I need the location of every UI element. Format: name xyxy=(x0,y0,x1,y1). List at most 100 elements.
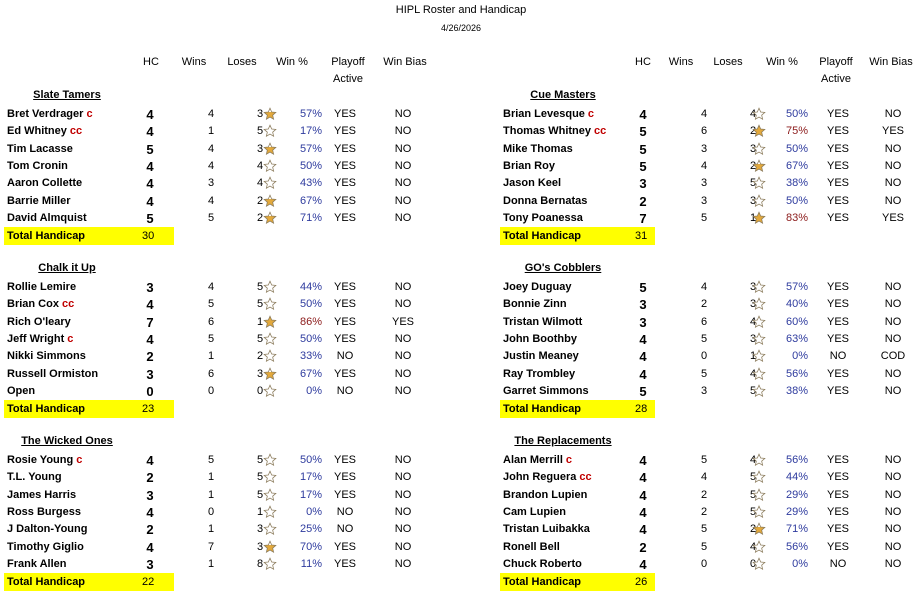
loses-value: 4 xyxy=(749,454,757,466)
handicap-value: 4 xyxy=(639,107,647,122)
handicap-value: 4 xyxy=(639,504,647,520)
player-name: Rollie Lemire xyxy=(7,281,77,293)
player-row: Nikki Simmons 2 1 2 33% NO NO xyxy=(0,348,922,365)
player-name-cell: Justin Meaney xyxy=(503,348,579,365)
handicap-value: 4 xyxy=(146,331,154,347)
handicap-value: 2 xyxy=(639,193,647,209)
handicap-value: 5 xyxy=(639,141,647,157)
captain-marker: c xyxy=(565,454,573,466)
win-pct-value: 75% xyxy=(785,125,808,138)
player-name: Cam Lupien xyxy=(503,505,566,518)
player-name-cell: Rollie Lemire xyxy=(7,279,76,296)
loses-value: 0 xyxy=(256,384,264,397)
handicap-value: 4 xyxy=(639,522,647,538)
playoff-active-value: YES xyxy=(826,159,849,172)
win-bias-value: NO xyxy=(884,281,902,293)
captain-marker: c xyxy=(76,454,83,466)
win-pct-value: 17% xyxy=(299,125,322,138)
player-name: Ray Trombley xyxy=(503,367,576,380)
handicap-value: 4 xyxy=(639,487,647,503)
player-name: Ross Burgess xyxy=(7,505,81,518)
playoff-active-value: YES xyxy=(826,108,849,120)
win-bias-value: NO xyxy=(394,194,412,207)
wins-value: 3 xyxy=(700,177,708,190)
player-name: Alan Merrill xyxy=(503,454,563,466)
handicap-value: 3 xyxy=(146,280,154,295)
player-row: Frank Allen 3 1 8 11% YES NO xyxy=(0,556,922,573)
win-bias-value: NO xyxy=(884,488,902,501)
handicap-value: 5 xyxy=(639,280,647,295)
captain-marker: cc xyxy=(579,471,592,484)
win-bias-value: NO xyxy=(884,159,902,172)
win-bias-value: NO xyxy=(394,350,412,363)
win-bias-value: NO xyxy=(884,505,902,518)
wins-value: 5 xyxy=(700,332,708,345)
header-loses: Loses xyxy=(227,56,257,68)
wins-value: 3 xyxy=(700,384,708,397)
win-bias-value: NO xyxy=(394,505,412,518)
star-icon xyxy=(263,487,277,501)
playoff-active-value: YES xyxy=(826,194,849,207)
win-pct-value: 71% xyxy=(785,523,808,536)
win-pct-value: 17% xyxy=(299,471,322,484)
player-row: Tim Lacasse 5 4 3 57% YES NO xyxy=(0,141,922,158)
playoff-active-value: YES xyxy=(333,557,356,570)
handicap-value: 4 xyxy=(639,366,647,382)
win-pct-value: 43% xyxy=(299,177,322,190)
playoff-active-value: YES xyxy=(826,177,849,190)
loses-value: 5 xyxy=(256,332,264,345)
star-icon xyxy=(752,280,766,294)
header-wins: Wins xyxy=(668,56,694,68)
playoff-active-value: YES xyxy=(826,523,849,536)
star-icon xyxy=(263,522,277,536)
win-bias-value: NO xyxy=(394,471,412,484)
wins-value: 6 xyxy=(700,125,708,138)
star-icon xyxy=(752,384,766,397)
player-name: Jason Keel xyxy=(503,177,562,190)
player-row: Jason Keel 3 3 5 38% YES NO xyxy=(0,175,922,192)
player-name-cell: Brian Cox cc xyxy=(7,296,74,313)
team-name: Cue Masters xyxy=(530,89,596,101)
player-row: Thomas Whitney cc 5 6 2 75% YES YES xyxy=(0,123,922,140)
header-win-pct: Win % xyxy=(766,56,798,68)
player-name: Garret Simmons xyxy=(503,384,589,397)
win-bias-value: NO xyxy=(394,384,412,397)
playoff-active-value: YES xyxy=(826,471,849,484)
player-name-cell: Aaron Collette xyxy=(7,175,82,192)
playoff-active-value: YES xyxy=(826,367,849,380)
win-bias-value: NO xyxy=(884,108,902,120)
win-pct-value: 57% xyxy=(299,142,322,155)
loses-value: 1 xyxy=(749,350,757,363)
star-icon xyxy=(752,487,766,501)
loses-value: 5 xyxy=(749,505,757,518)
wins-value: 5 xyxy=(207,332,215,345)
star-icon xyxy=(263,124,277,138)
header-win-bias: Win Bias xyxy=(383,56,427,68)
win-bias-value: NO xyxy=(884,142,902,155)
loses-value: 5 xyxy=(256,488,264,501)
win-pct-value: 50% xyxy=(299,298,322,311)
player-name: Tristan Wilmott xyxy=(503,315,583,328)
handicap-value: 4 xyxy=(639,556,647,572)
total-handicap-value: 30 xyxy=(142,230,155,243)
captain-marker: c xyxy=(587,108,595,120)
win-bias-value: NO xyxy=(394,159,412,172)
team-name: GO's Cobblers xyxy=(524,262,602,274)
wins-value: 4 xyxy=(207,281,215,293)
win-pct-value: 17% xyxy=(299,488,322,501)
playoff-active-value: YES xyxy=(333,125,356,138)
report-date: 4/26/2026 xyxy=(440,23,482,33)
star-icon xyxy=(263,470,277,484)
star-icon xyxy=(752,107,766,121)
handicap-value: 5 xyxy=(639,158,647,174)
loses-value: 5 xyxy=(256,125,264,138)
loses-value: 5 xyxy=(256,281,264,293)
win-bias-value: NO xyxy=(394,540,412,553)
wins-value: 1 xyxy=(207,523,215,536)
win-bias-value: NO xyxy=(394,281,412,293)
handicap-value: 3 xyxy=(639,314,647,330)
win-pct-value: 50% xyxy=(299,159,322,172)
win-pct-value: 44% xyxy=(299,281,322,293)
star-icon xyxy=(752,539,766,553)
player-name: T.L. Young xyxy=(7,471,62,484)
